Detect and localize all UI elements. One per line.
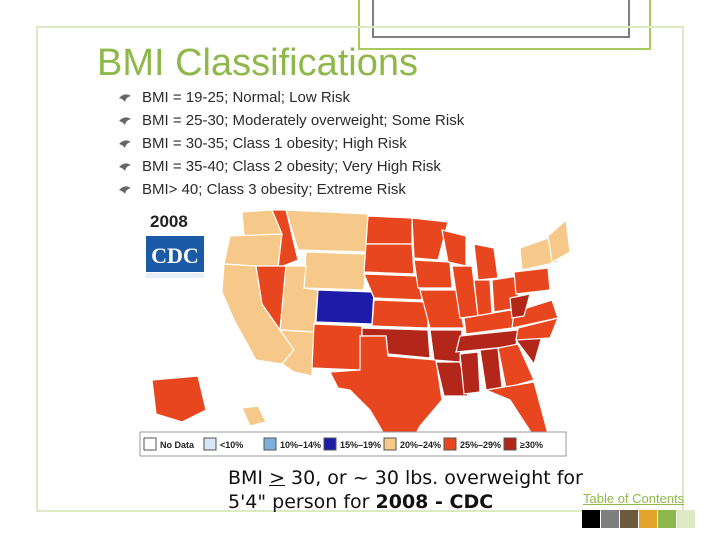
state-kansas: [371, 299, 429, 329]
legend-swatch: [323, 437, 337, 451]
ornament-icon: [119, 163, 131, 171]
legend-label: ≥30%: [520, 440, 543, 450]
bullet-item: BMI = 30-35; Class 1 obesity; High Risk: [118, 134, 464, 157]
legend-swatch: [143, 437, 157, 451]
state-minnesota: [411, 217, 449, 261]
ornament-icon: [119, 186, 131, 194]
slide-frame: [36, 26, 684, 512]
slide-title: BMI Classifications: [97, 42, 418, 84]
ornament-icon: [119, 140, 131, 148]
state-idaho: [271, 209, 299, 269]
legend-swatch: [203, 437, 217, 451]
legend-swatch: [263, 437, 277, 451]
theme-swatch: [677, 510, 695, 528]
bullet-list: BMI = 19-25; Normal; Low Risk BMI = 25-3…: [118, 88, 464, 203]
state-iowa: [413, 259, 453, 289]
state-new-england: [547, 218, 571, 263]
state-wisconsin: [441, 229, 467, 267]
legend-swatch: [443, 437, 457, 451]
legend-label: 10%–14%: [280, 440, 321, 450]
theme-swatch: [620, 510, 638, 528]
legend-swatch: [503, 437, 517, 451]
bullet-item: BMI = 25-30; Moderately overweight; Some…: [118, 111, 464, 134]
state-montana: [285, 209, 369, 253]
cdc-logo-text: CDC: [151, 243, 199, 268]
state-florida: [483, 381, 549, 441]
map-year: 2008: [150, 212, 188, 231]
state-wyoming: [303, 251, 367, 291]
state-nebraska: [363, 273, 423, 301]
state-south-dakota: [363, 243, 415, 275]
state-louisiana: [435, 361, 469, 397]
bullet-text: BMI = 25-30; Moderately overweight; Some…: [142, 112, 465, 129]
decorative-top-inner-box: [372, 0, 630, 38]
caption-line-2: 5'4" person for 2008 - CDC: [228, 491, 494, 513]
bullet-text: BMI = 35-40; Class 2 obesity; Very High …: [142, 158, 441, 175]
map-caption: BMI > 30, or ~ 30 lbs. overweight for 5'…: [228, 466, 583, 514]
us-obesity-map: 2008 CDC: [139, 209, 571, 457]
cdc-logo: CDC: [146, 236, 204, 278]
legend-label: 25%–29%: [460, 440, 501, 450]
state-missouri: [419, 289, 465, 329]
table-of-contents-link[interactable]: Table of Contents: [583, 491, 685, 506]
caption-line-1: BMI > 30, or ~ 30 lbs. overweight for: [228, 467, 583, 489]
us-states-map: [151, 209, 571, 453]
state-hawaii: [241, 405, 267, 427]
bullet-item: BMI> 40; Class 3 obesity; Extreme Risk: [118, 180, 464, 203]
state-oregon: [223, 233, 283, 269]
state-west-virginia: [509, 293, 531, 319]
ornament-icon: [119, 94, 131, 102]
map-legend: No Data <10% 10%–14% 15%–19% 20%–24% 25%–29% ≥…: [139, 431, 567, 457]
legend-label: No Data: [160, 440, 195, 450]
bullet-item: BMI = 19-25; Normal; Low Risk: [118, 88, 464, 111]
state-virginia: [511, 299, 559, 329]
state-alaska: [151, 375, 207, 423]
state-mississippi: [459, 351, 481, 395]
theme-swatch: [582, 510, 600, 528]
obesity-map-figure: 2008 CDC: [138, 200, 571, 458]
bullet-item: BMI = 35-40; Class 2 obesity; Very High …: [118, 157, 464, 180]
state-colorado: [315, 289, 375, 325]
theme-swatch-bar: [582, 510, 696, 528]
theme-swatch: [639, 510, 657, 528]
legend-swatch: [383, 437, 397, 451]
legend-label: 20%–24%: [400, 440, 441, 450]
state-north-dakota: [365, 215, 413, 245]
state-new-mexico: [311, 323, 363, 371]
state-georgia: [497, 343, 535, 389]
bullet-text: BMI = 19-25; Normal; Low Risk: [142, 89, 350, 106]
bullet-text: BMI> 40; Class 3 obesity; Extreme Risk: [142, 181, 406, 198]
legend-label: 15%–19%: [340, 440, 381, 450]
ornament-icon: [119, 117, 131, 125]
state-pennsylvania: [513, 267, 551, 295]
theme-swatch: [658, 510, 676, 528]
state-new-york: [519, 237, 559, 271]
theme-swatch: [601, 510, 619, 528]
bullet-text: BMI = 30-35; Class 1 obesity; High Risk: [142, 135, 407, 152]
state-michigan: [473, 243, 499, 281]
legend-label: <10%: [220, 440, 243, 450]
decorative-top-box: [358, 0, 651, 50]
